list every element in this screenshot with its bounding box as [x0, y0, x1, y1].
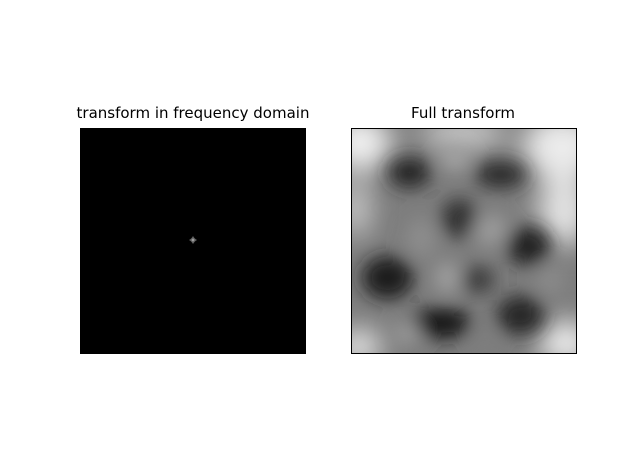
frequency-domain-axes — [80, 128, 306, 354]
mid-blob-6 — [472, 327, 497, 348]
mid-blob-3 — [441, 146, 469, 171]
bright-top-center — [419, 129, 507, 147]
dark-blob-5 — [361, 255, 414, 300]
dark-blob-3 — [441, 198, 477, 239]
dark-blob-7 — [496, 295, 545, 336]
dark-blob-6 — [411, 307, 471, 340]
bright-bottom-left — [352, 329, 382, 353]
frequency-peak-arm-v — [192, 236, 194, 244]
bright-left-upper — [352, 178, 370, 239]
mid-blob-2 — [405, 218, 438, 258]
right-panel-title: Full transform — [411, 104, 515, 122]
bright-top-left — [352, 129, 392, 171]
dark-blob-1 — [387, 156, 432, 189]
full-transform-image — [352, 129, 576, 353]
dark-blob-2 — [474, 160, 527, 189]
mid-blob-1 — [472, 214, 509, 246]
mid-blob-4 — [536, 263, 565, 296]
bright-right-mid — [538, 174, 576, 246]
left-panel-title: transform in frequency domain — [76, 104, 310, 122]
dark-blob-8 — [463, 265, 495, 294]
bright-bottom-right — [538, 321, 576, 353]
full-transform-axes — [351, 128, 577, 354]
dark-blob-4 — [506, 226, 551, 266]
bright-top-right — [522, 129, 576, 181]
mid-blob-5 — [393, 323, 422, 344]
frequency-domain-image — [81, 129, 305, 353]
mid-blob-7 — [435, 261, 460, 294]
